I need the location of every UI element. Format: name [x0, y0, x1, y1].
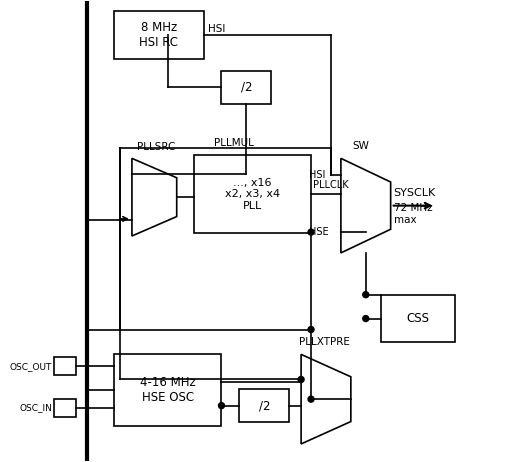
- Text: CSS: CSS: [407, 312, 430, 325]
- Text: 8 MHz
HSI RC: 8 MHz HSI RC: [139, 21, 178, 49]
- Circle shape: [363, 292, 369, 298]
- Circle shape: [308, 229, 314, 235]
- Text: PLLCLK: PLLCLK: [313, 180, 348, 190]
- Bar: [239, 389, 289, 422]
- Text: 72 MHz: 72 MHz: [394, 203, 432, 213]
- Text: HSI: HSI: [207, 24, 225, 34]
- Circle shape: [298, 377, 304, 383]
- Bar: [114, 354, 222, 426]
- Text: OSC_OUT: OSC_OUT: [10, 362, 53, 371]
- Circle shape: [218, 403, 225, 408]
- Bar: [54, 399, 76, 417]
- Bar: [381, 295, 456, 342]
- Polygon shape: [301, 354, 351, 444]
- Bar: [114, 11, 203, 59]
- Bar: [54, 358, 76, 375]
- Circle shape: [363, 316, 369, 322]
- Text: HSI: HSI: [309, 170, 326, 180]
- Bar: [193, 155, 311, 233]
- Text: OSC_IN: OSC_IN: [19, 404, 53, 413]
- Text: SW: SW: [353, 141, 370, 152]
- Polygon shape: [341, 158, 391, 253]
- Polygon shape: [132, 158, 177, 236]
- Text: PLLMUL: PLLMUL: [214, 139, 253, 148]
- Text: /2: /2: [241, 81, 252, 94]
- Text: PLLSRC: PLLSRC: [137, 142, 175, 152]
- Circle shape: [308, 327, 314, 333]
- Text: PLLXTPRE: PLLXTPRE: [299, 337, 350, 347]
- Bar: [222, 71, 271, 103]
- Text: 4-16 MHz
HSE OSC: 4-16 MHz HSE OSC: [140, 376, 196, 404]
- Circle shape: [308, 396, 314, 402]
- Text: ..., x16
x2, x3, x4
PLL: ..., x16 x2, x3, x4 PLL: [225, 177, 280, 211]
- Text: SYSCLK: SYSCLK: [394, 188, 436, 198]
- Text: HSE: HSE: [309, 227, 329, 237]
- Text: max: max: [394, 214, 416, 225]
- Text: /2: /2: [258, 399, 270, 412]
